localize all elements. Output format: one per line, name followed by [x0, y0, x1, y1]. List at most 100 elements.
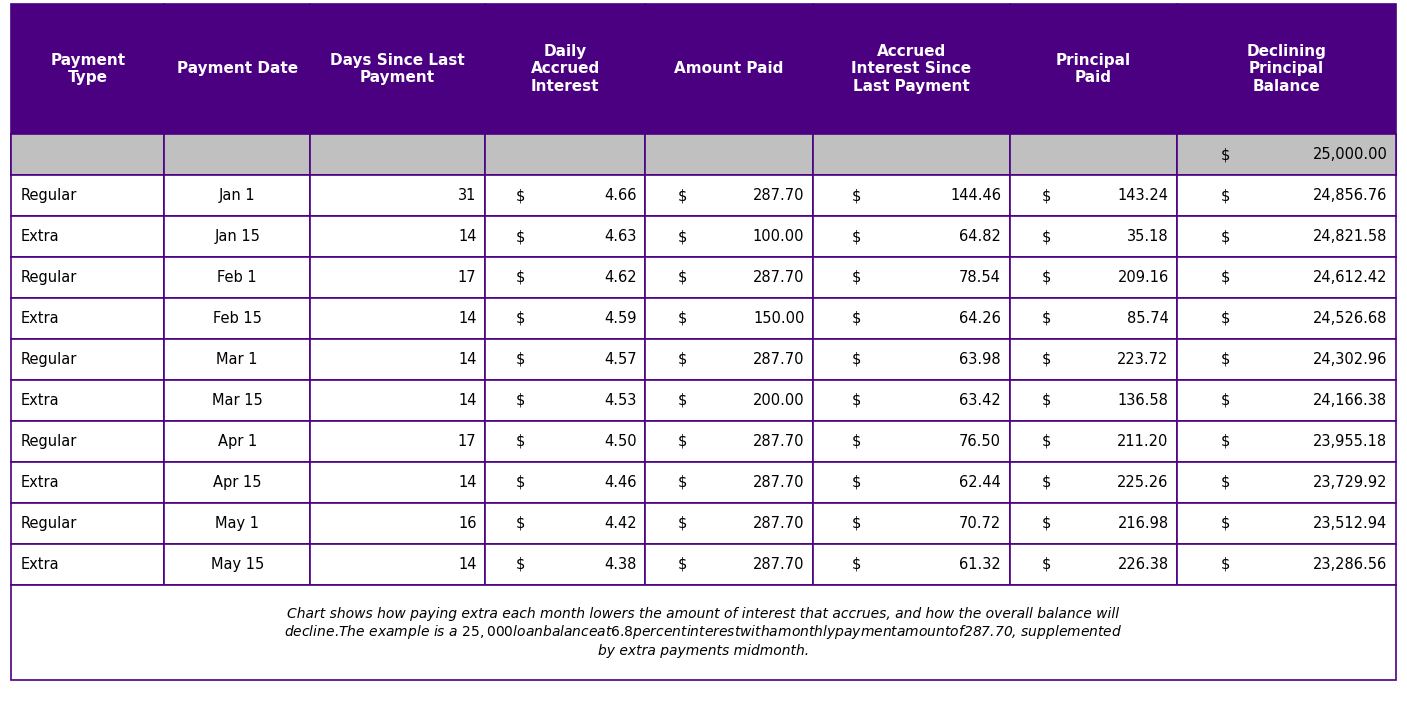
Bar: [1010, 339, 1178, 380]
Text: 24,302.96: 24,302.96: [1313, 352, 1387, 367]
Bar: [813, 134, 1010, 175]
Bar: [1010, 503, 1178, 544]
Text: 14: 14: [457, 393, 477, 408]
Bar: [485, 134, 646, 175]
Bar: [646, 462, 813, 503]
Bar: [813, 544, 1010, 585]
Text: $: $: [851, 393, 861, 408]
Text: 17: 17: [457, 270, 477, 285]
Bar: [1178, 298, 1396, 339]
Bar: [485, 216, 646, 257]
Text: $: $: [851, 229, 861, 244]
Bar: [646, 503, 813, 544]
Bar: [165, 339, 310, 380]
Bar: [485, 544, 646, 585]
Text: 226.38: 226.38: [1117, 556, 1169, 572]
Text: Extra: Extra: [21, 474, 59, 490]
Text: $: $: [515, 229, 525, 244]
Text: $: $: [851, 352, 861, 367]
Bar: [813, 298, 1010, 339]
Text: $: $: [677, 515, 687, 531]
Text: Jan 15: Jan 15: [214, 229, 260, 244]
Bar: [646, 298, 813, 339]
Bar: [165, 257, 310, 298]
Text: 4.63: 4.63: [605, 229, 637, 244]
Text: 64.82: 64.82: [960, 229, 1002, 244]
Text: May 1: May 1: [215, 515, 259, 531]
Text: $: $: [1220, 147, 1230, 162]
Text: Regular: Regular: [21, 515, 77, 531]
Text: Mar 15: Mar 15: [212, 393, 263, 408]
Bar: [11, 585, 1396, 680]
Text: $: $: [1041, 229, 1051, 244]
Bar: [646, 257, 813, 298]
Text: 287.70: 287.70: [753, 352, 805, 367]
Bar: [165, 544, 310, 585]
Text: $: $: [515, 352, 525, 367]
Bar: [11, 175, 165, 216]
Text: 78.54: 78.54: [960, 270, 1002, 285]
Bar: [1178, 257, 1396, 298]
Text: $: $: [515, 515, 525, 531]
Text: 24,526.68: 24,526.68: [1313, 311, 1387, 326]
Text: $: $: [515, 474, 525, 490]
Bar: [1010, 257, 1178, 298]
Bar: [646, 380, 813, 421]
Text: 287.70: 287.70: [753, 556, 805, 572]
Text: 31: 31: [459, 188, 477, 203]
Bar: [1010, 4, 1178, 134]
Text: Daily
Accrued
Interest: Daily Accrued Interest: [530, 44, 599, 94]
Text: 200.00: 200.00: [753, 393, 805, 408]
Text: $: $: [1220, 311, 1230, 326]
Text: 287.70: 287.70: [753, 270, 805, 285]
Text: $: $: [1220, 229, 1230, 244]
Text: $: $: [515, 270, 525, 285]
Text: Feb 1: Feb 1: [217, 270, 257, 285]
Bar: [646, 134, 813, 175]
Bar: [813, 175, 1010, 216]
Text: 4.57: 4.57: [604, 352, 637, 367]
Bar: [485, 421, 646, 462]
Text: 23,512.94: 23,512.94: [1313, 515, 1387, 531]
Text: 209.16: 209.16: [1117, 270, 1169, 285]
Bar: [310, 298, 485, 339]
Bar: [165, 462, 310, 503]
Text: $: $: [1041, 556, 1051, 572]
Text: $: $: [677, 556, 687, 572]
Text: $: $: [1041, 515, 1051, 531]
Bar: [1178, 339, 1396, 380]
Text: $: $: [515, 393, 525, 408]
Text: $: $: [515, 556, 525, 572]
Text: Principal
Paid: Principal Paid: [1055, 53, 1131, 85]
Text: 4.46: 4.46: [604, 474, 637, 490]
Bar: [310, 544, 485, 585]
Bar: [485, 175, 646, 216]
Text: 4.59: 4.59: [604, 311, 637, 326]
Text: Apr 15: Apr 15: [212, 474, 262, 490]
Bar: [1010, 175, 1178, 216]
Text: Regular: Regular: [21, 270, 77, 285]
Bar: [165, 298, 310, 339]
Text: $: $: [677, 270, 687, 285]
Text: $: $: [1220, 515, 1230, 531]
Bar: [1010, 216, 1178, 257]
Text: 223.72: 223.72: [1117, 352, 1169, 367]
Text: 14: 14: [457, 474, 477, 490]
Text: 85.74: 85.74: [1127, 311, 1169, 326]
Text: 287.70: 287.70: [753, 188, 805, 203]
Text: 24,612.42: 24,612.42: [1313, 270, 1387, 285]
Bar: [1178, 462, 1396, 503]
Text: Extra: Extra: [21, 393, 59, 408]
Bar: [1178, 421, 1396, 462]
Text: $: $: [1041, 270, 1051, 285]
Text: 14: 14: [457, 229, 477, 244]
Text: 70.72: 70.72: [958, 515, 1002, 531]
Bar: [1010, 462, 1178, 503]
Text: $: $: [1220, 270, 1230, 285]
Text: $: $: [851, 556, 861, 572]
Text: Days Since Last
Payment: Days Since Last Payment: [331, 53, 464, 85]
Bar: [1178, 380, 1396, 421]
Text: 4.38: 4.38: [605, 556, 637, 572]
Bar: [11, 298, 165, 339]
Bar: [485, 462, 646, 503]
